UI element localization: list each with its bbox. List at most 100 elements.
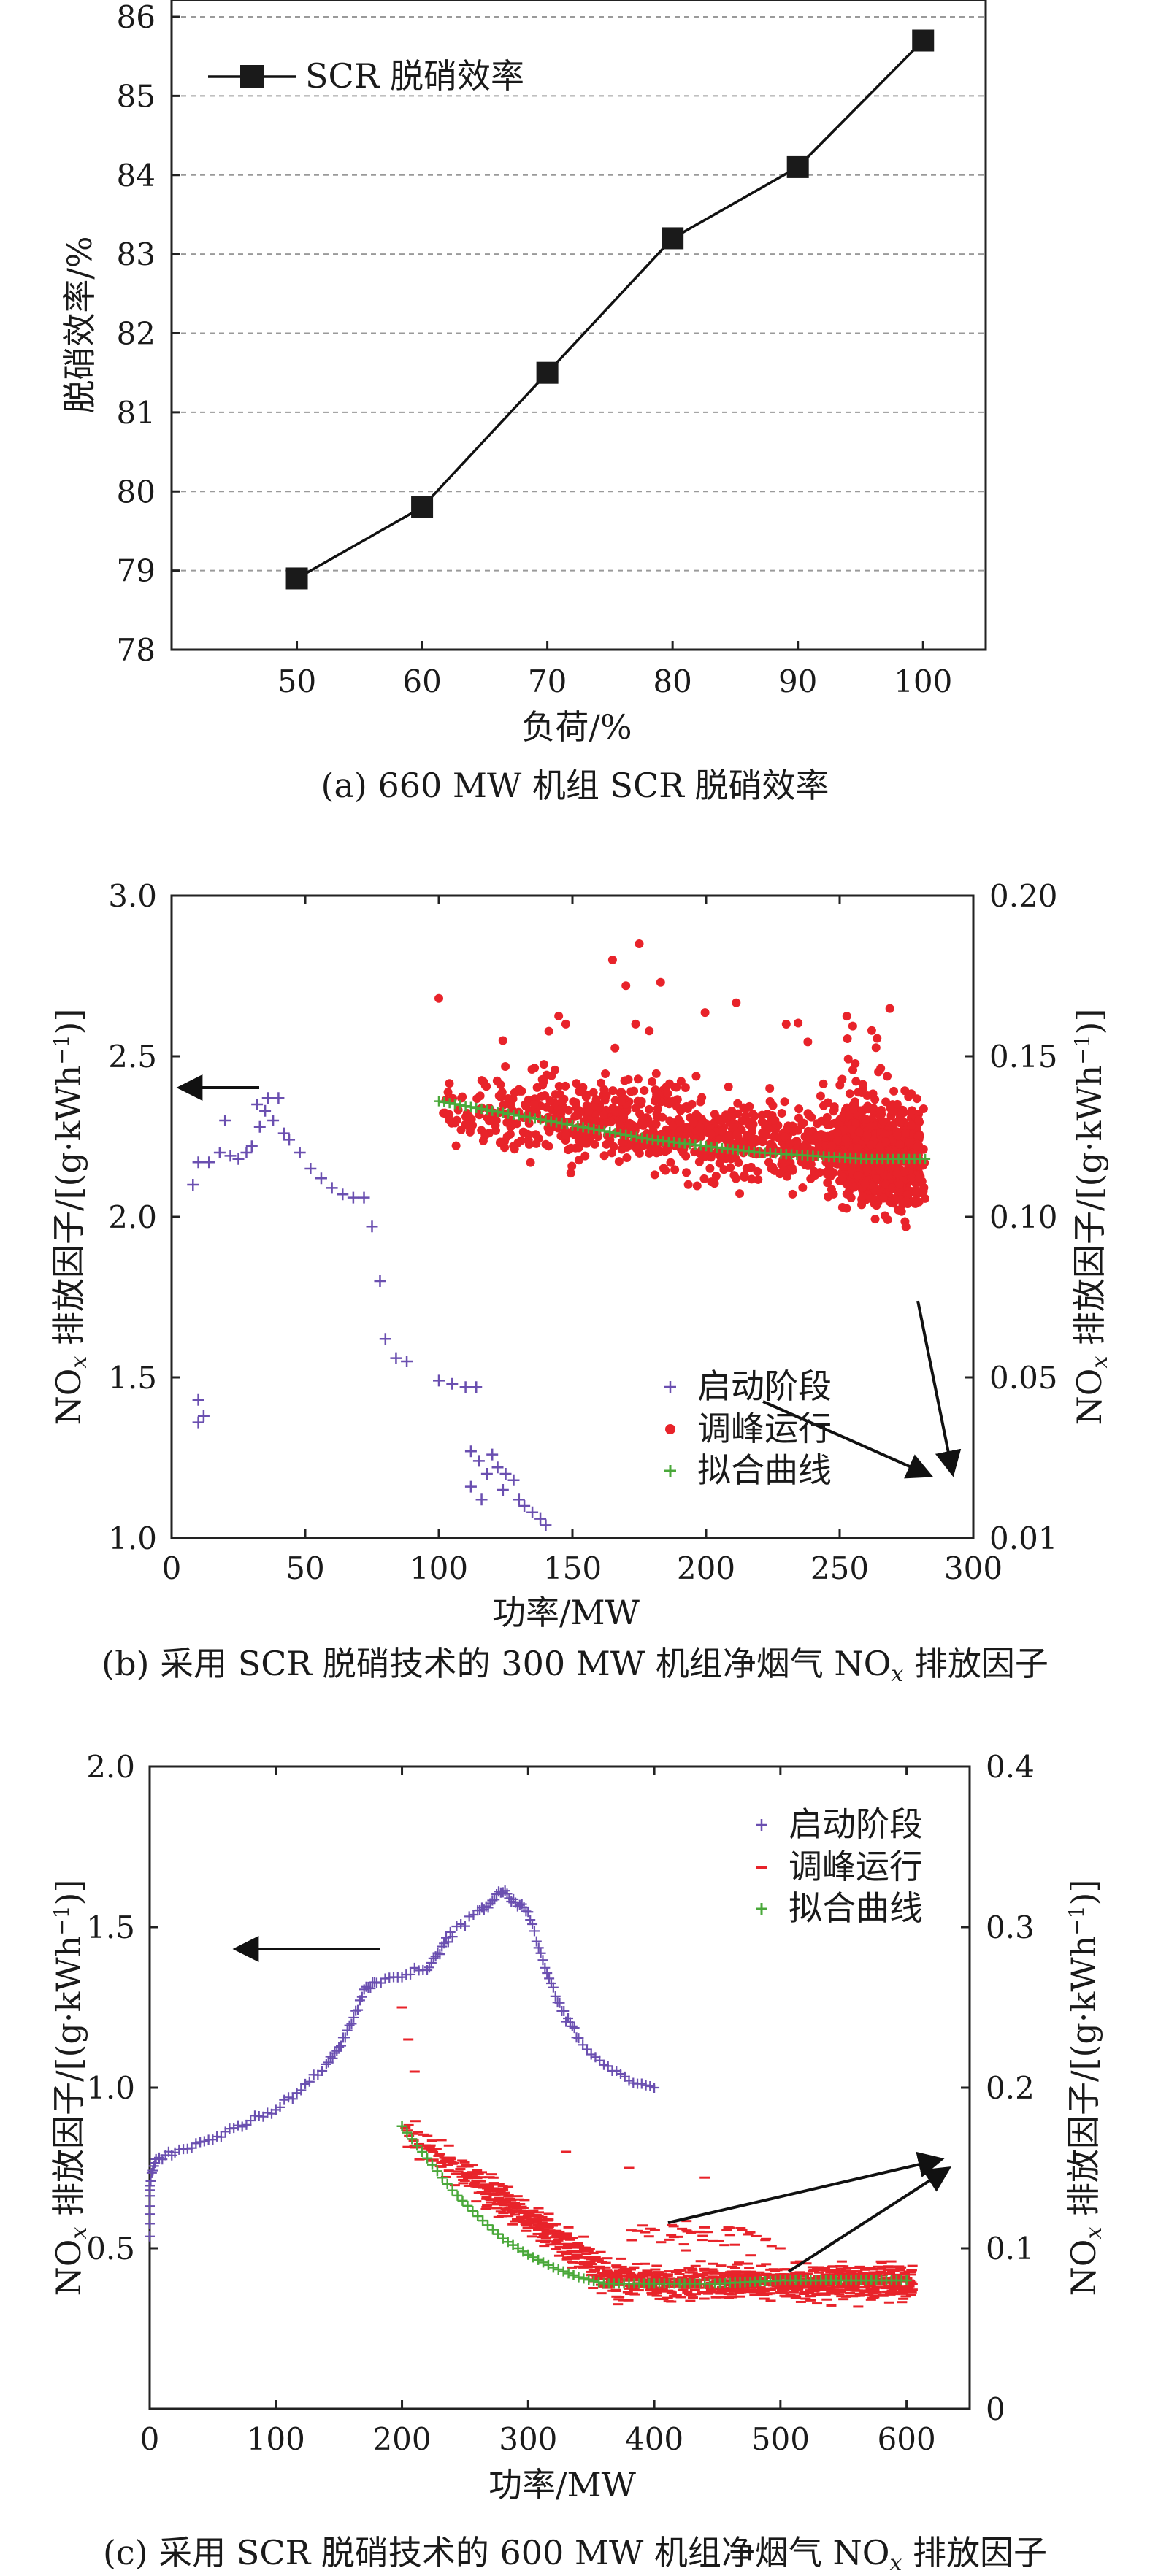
- y-tick-label: 78: [117, 632, 156, 668]
- y-axis-label: 脱硝效率/%: [60, 236, 99, 413]
- y-tick-label-right: 0.4: [986, 1749, 1035, 1785]
- y-tick-label: 85: [117, 78, 156, 114]
- grid-lines: [172, 16, 986, 572]
- x-tick-label: 300: [499, 2421, 557, 2457]
- x-axis-label: 功率/MW: [492, 1593, 640, 1632]
- x-tick-label: 70: [528, 664, 567, 699]
- series-peak-operation: [434, 939, 929, 1231]
- y-tick-label-right: 0.1: [986, 2231, 1035, 2267]
- legend-label-startup: 启动阶段: [697, 1366, 832, 1406]
- series-line: [296, 39, 924, 580]
- x-tick-label: 0: [162, 1550, 182, 1586]
- y-tick-label: 83: [117, 237, 156, 272]
- x-tick-label: 60: [402, 664, 441, 699]
- y-tick-label: 82: [117, 316, 156, 352]
- y-axis-label-left: NOx 排放因子/[(g·kWh−1)]: [49, 1009, 92, 1426]
- y-tick-label-right: 0.01: [989, 1520, 1058, 1556]
- chart-c: 0 100 200 300 400 500 600 0.5 1.0 1.5 2.0 0 0.1 0.2 0.…: [49, 1749, 1107, 2504]
- annotation-arrows: [176, 1074, 962, 1479]
- plot-frame: [170, 0, 987, 651]
- svg-text:NOx 排放因子/[(g·kWh−1)]: NOx 排放因子/[(g·kWh−1)]: [1070, 1009, 1113, 1426]
- x-axis-label: 负荷/%: [521, 707, 632, 747]
- y-axis-label-left: NOx 排放因子/[(g·kWh−1)]: [49, 1880, 92, 2296]
- legend-label-peak: 调峰运行: [789, 1847, 923, 1886]
- y-tick-label-left: 1.0: [108, 1520, 157, 1556]
- series-startup: [145, 1885, 660, 2242]
- y-tick-label-right: 0.05: [989, 1360, 1058, 1396]
- y-tick-label-left: 1.0: [86, 2070, 135, 2106]
- tick-labels: 78 79 80 81 82 83 84 85 86 50 60 70 80 90 100: [117, 0, 953, 699]
- x-tick-label: 400: [625, 2421, 683, 2457]
- x-tick-label: 200: [677, 1550, 735, 1586]
- x-tick-label: 500: [751, 2421, 810, 2457]
- y-axis-label-right: NOx 排放因子/[(g·kWh−1)]: [1064, 1880, 1107, 2296]
- svg-text:NOx 排放因子/[(g·kWh−1)]: NOx 排放因子/[(g·kWh−1)]: [49, 1880, 92, 2296]
- legend: SCR 脱硝效率: [208, 56, 524, 96]
- y-axis-label-right: NOx 排放因子/[(g·kWh−1)]: [1070, 1009, 1113, 1426]
- x-tick-label: 200: [372, 2421, 431, 2457]
- x-axis-label: 功率/MW: [488, 2465, 637, 2504]
- y-tick-label-left: 1.5: [108, 1360, 157, 1396]
- tick-labels: 0 100 200 300 400 500 600 0.5 1.0 1.5 2.0 0 0.1 0.2 0.…: [86, 1749, 1035, 2457]
- y-tick-label-left: 2.0: [108, 1199, 157, 1235]
- series-startup: [187, 1092, 552, 1531]
- legend-label: SCR 脱硝效率: [305, 56, 524, 96]
- legend-label-startup: 启动阶段: [789, 1804, 923, 1844]
- x-tick-label: 100: [894, 664, 952, 699]
- y-tick-label: 84: [117, 158, 156, 193]
- caption-c: (c) 采用 SCR 脱硝技术的 600 MW 机组净烟气 NOx 排放因子: [102, 2533, 1048, 2576]
- y-tick-label-left: 2.5: [108, 1039, 157, 1074]
- data-point: [912, 29, 935, 52]
- legend-label-fit: 拟合曲线: [789, 1888, 923, 1928]
- legend-label-peak: 调峰运行: [697, 1409, 832, 1448]
- x-tick-label: 100: [410, 1550, 468, 1586]
- y-tick-label-left: 2.0: [86, 1749, 135, 1785]
- legend-label-fit: 拟合曲线: [697, 1450, 832, 1490]
- x-tick-label: 50: [285, 1550, 324, 1586]
- y-tick-label-left: 1.5: [86, 1910, 135, 1945]
- x-tick-label: 90: [778, 664, 817, 699]
- y-tick-label-right: 0.2: [986, 2070, 1035, 2106]
- x-tick-label: 80: [653, 664, 691, 699]
- svg-text:NOx 排放因子/[(g·kWh−1)]: NOx 排放因子/[(g·kWh−1)]: [49, 1009, 92, 1426]
- chart-a: 78 79 80 81 82 83 84 85 86 50 60 70 80 90 100 SCR 脱硝效率…: [60, 0, 987, 747]
- y-tick-label: 86: [117, 0, 156, 35]
- y-tick-label: 81: [117, 395, 156, 431]
- x-tick-label: 100: [247, 2421, 305, 2457]
- y-tick-label-left: 0.5: [86, 2231, 135, 2267]
- annotation-arrows: [232, 1936, 952, 2273]
- caption-b: (b) 采用 SCR 脱硝技术的 300 MW 机组净烟气 NOx 排放因子: [101, 1644, 1049, 1687]
- tick-marks: [172, 15, 924, 651]
- x-tick-label: 0: [140, 2421, 160, 2457]
- series-fit-curve: [434, 1096, 931, 1164]
- caption-a: (a) 660 MW 机组 SCR 脱硝效率: [321, 766, 829, 805]
- y-tick-label: 80: [117, 474, 156, 510]
- x-tick-label: 250: [810, 1550, 869, 1586]
- y-tick-label-right: 0: [986, 2391, 1005, 2427]
- data-point: [662, 227, 684, 250]
- legend: 启动阶段 调峰运行 拟合曲线: [664, 1366, 832, 1490]
- x-tick-label: 300: [944, 1550, 1003, 1586]
- y-tick-label-right: 0.3: [986, 1910, 1035, 1945]
- y-tick-label-right: 0.20: [989, 878, 1058, 914]
- tick-labels: 0 50 100 150 200 250 300 1.0 1.5 2.0 2.5 3.0 0.01 0.0…: [108, 878, 1057, 1586]
- chart-b: 0 50 100 150 200 250 300 1.0 1.5 2.0 2.5 3.0 0.01 0.0…: [49, 878, 1113, 1632]
- tick-marks: [170, 894, 975, 1539]
- tick-marks: [148, 1765, 970, 2410]
- series-fit-curve: [396, 2121, 912, 2289]
- legend: 启动阶段 调峰运行 拟合曲线: [756, 1804, 923, 1928]
- y-tick-label-left: 3.0: [108, 878, 157, 914]
- data-point: [536, 361, 559, 384]
- x-tick-label: 150: [543, 1550, 602, 1586]
- data-point: [786, 155, 809, 178]
- data-point: [411, 496, 434, 518]
- y-tick-label-right: 0.15: [989, 1039, 1058, 1074]
- y-tick-label: 79: [117, 553, 156, 589]
- series-peak-operation: [396, 2006, 918, 2308]
- x-tick-label: 50: [277, 664, 316, 699]
- svg-text:NOx 排放因子/[(g·kWh−1)]: NOx 排放因子/[(g·kWh−1)]: [1064, 1880, 1107, 2296]
- data-point: [285, 567, 308, 590]
- y-tick-label-right: 0.10: [989, 1199, 1058, 1235]
- series-points: [285, 29, 935, 590]
- x-tick-label: 600: [878, 2421, 936, 2457]
